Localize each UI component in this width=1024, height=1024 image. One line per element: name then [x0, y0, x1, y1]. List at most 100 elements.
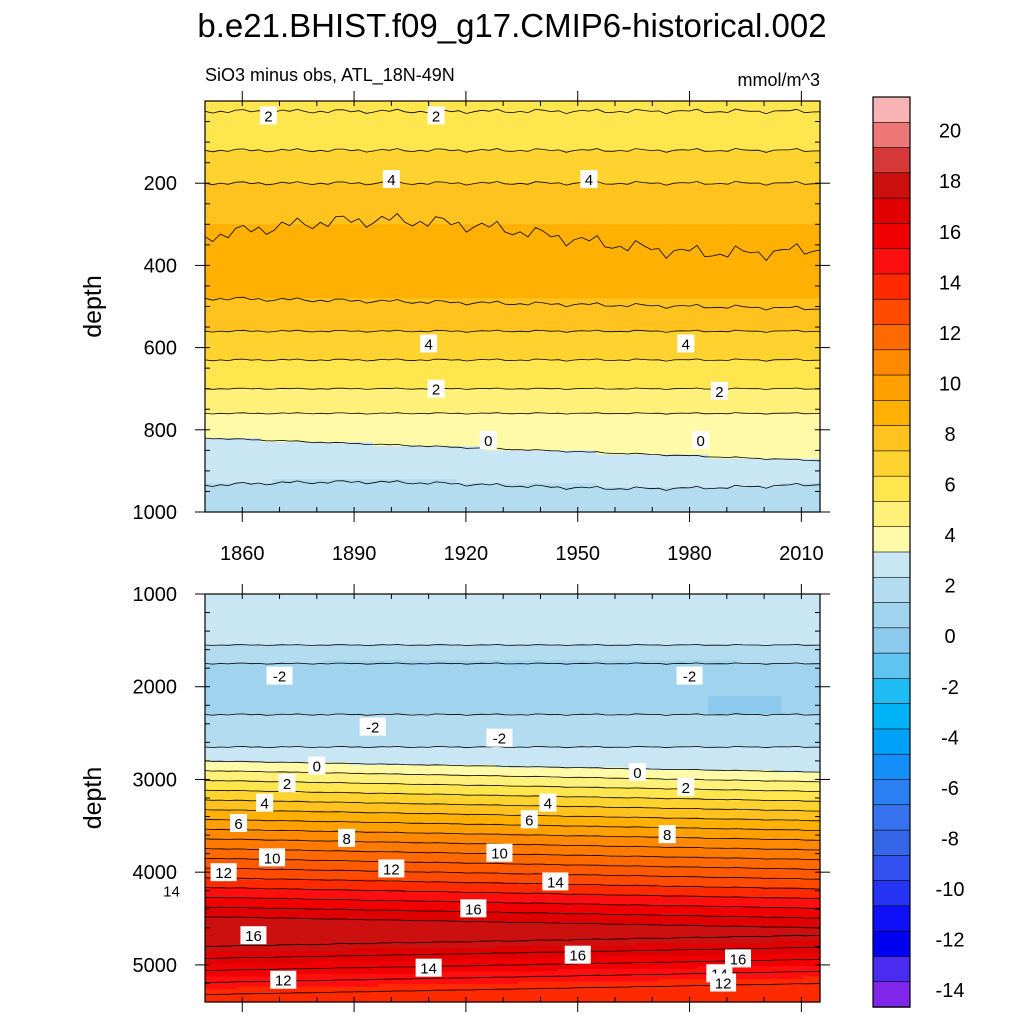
contour-cell	[261, 479, 267, 484]
contour-cell	[401, 113, 407, 118]
contour-cell	[417, 483, 423, 488]
contour-cell	[239, 290, 245, 295]
contour-cell	[227, 504, 233, 509]
contour-cell	[350, 463, 356, 468]
contour-cell	[317, 204, 323, 209]
contour-cell	[272, 467, 278, 472]
contour-cell	[216, 216, 222, 221]
contour-cell	[401, 339, 407, 344]
contour-cell	[345, 122, 351, 127]
contour-cell	[216, 393, 222, 398]
contour-cell	[373, 307, 379, 312]
contour-cell	[412, 233, 418, 238]
contour-cell	[334, 220, 340, 225]
contour-cell	[356, 487, 362, 492]
contour-cell	[205, 212, 211, 217]
contour-cell	[334, 397, 340, 402]
contour-cell	[322, 237, 328, 242]
contour-cell	[434, 253, 440, 258]
contour-cell	[250, 454, 256, 459]
contour-cell	[406, 146, 412, 151]
contour-cell	[395, 483, 401, 488]
contour-cell	[289, 245, 295, 250]
contour-cell	[311, 426, 317, 431]
contour-cell	[283, 113, 289, 118]
contour-cell	[311, 348, 317, 353]
contour-cell	[451, 364, 457, 369]
contour-cell	[406, 105, 412, 110]
contour-cell	[283, 191, 289, 196]
contour-cell	[261, 253, 267, 258]
contour-cell	[350, 315, 356, 320]
contour-cell	[423, 163, 429, 168]
contour-cell	[216, 487, 222, 492]
contour-cell	[294, 327, 300, 332]
contour-cell	[250, 438, 256, 443]
contour-cell	[367, 475, 373, 480]
contour-cell	[289, 302, 295, 307]
contour-cell	[445, 475, 451, 480]
contour-cell	[227, 323, 233, 328]
contour-cell	[390, 417, 396, 422]
contour-cell	[373, 364, 379, 369]
contour-cell	[216, 117, 222, 122]
contour-cell	[479, 426, 485, 431]
contour-cell	[462, 187, 468, 192]
contour-cell	[322, 126, 328, 131]
contour-cell	[345, 397, 351, 402]
contour-cell	[350, 442, 356, 447]
contour-cell	[227, 496, 233, 501]
contour-cell	[205, 307, 211, 312]
contour-cell	[440, 237, 446, 242]
contour-cell	[423, 500, 429, 505]
contour-cell	[373, 286, 379, 291]
contour-cell	[261, 348, 267, 353]
contour-cell	[395, 302, 401, 307]
contour-cell	[395, 208, 401, 213]
contour-cell	[311, 417, 317, 422]
contour-cell	[300, 372, 306, 377]
contour-cell	[278, 450, 284, 455]
contour-cell	[429, 454, 435, 459]
contour-cell	[350, 191, 356, 196]
contour-cell	[311, 380, 317, 385]
contour-cell	[429, 504, 435, 509]
contour-cell	[244, 200, 250, 205]
contour-cell	[244, 417, 250, 422]
contour-cell	[328, 167, 334, 172]
contour-cell	[261, 282, 267, 287]
contour-cell	[211, 343, 217, 348]
contour-cell	[311, 208, 317, 213]
contour-cell	[294, 348, 300, 353]
contour-cell	[239, 101, 245, 106]
contour-cell	[239, 228, 245, 233]
contour-cell	[222, 323, 228, 328]
contour-cell	[250, 278, 256, 283]
contour-cell	[445, 122, 451, 127]
contour-cell	[339, 397, 345, 402]
contour-cell	[311, 446, 317, 451]
contour-cell	[479, 237, 485, 242]
contour-cell	[356, 417, 362, 422]
contour-cell	[395, 154, 401, 159]
contour-cell	[211, 426, 217, 431]
contour-cell	[255, 257, 261, 262]
contour-cell	[233, 405, 239, 410]
contour-cell	[294, 130, 300, 135]
contour-cell	[233, 191, 239, 196]
contour-cell	[339, 105, 345, 110]
contour-cell	[479, 200, 485, 205]
contour-cell	[339, 241, 345, 246]
contour-cell	[429, 138, 435, 143]
contour-cell	[384, 311, 390, 316]
contour-cell	[468, 348, 474, 353]
contour-cell	[222, 376, 228, 381]
contour-cell	[423, 286, 429, 291]
contour-cell	[345, 204, 351, 209]
contour-cell	[222, 368, 228, 373]
contour-cell	[311, 450, 317, 455]
contour-cell	[367, 491, 373, 496]
contour-cell	[362, 364, 368, 369]
contour-cell	[222, 286, 228, 291]
contour-cell	[306, 126, 312, 131]
